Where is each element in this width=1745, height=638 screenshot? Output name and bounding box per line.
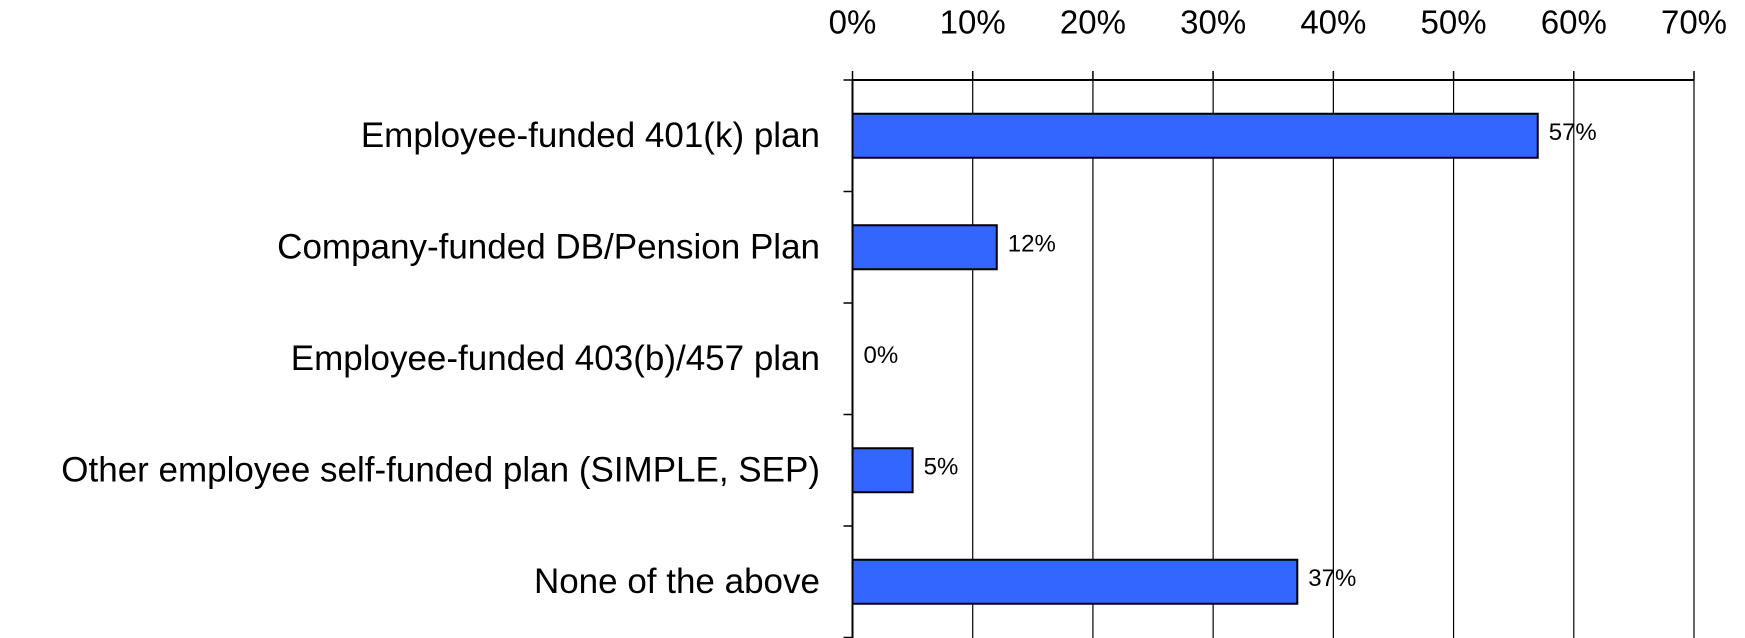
category-label: None of the above: [534, 562, 820, 601]
x-tick-label: 10%: [940, 4, 1006, 41]
bar: [851, 112, 1539, 159]
category-label: Employee-funded 401(k) plan: [361, 116, 820, 155]
value-label: 37%: [1308, 565, 1356, 592]
x-tick-label: 40%: [1300, 4, 1366, 41]
x-tick-label: 20%: [1060, 4, 1126, 41]
bar: [851, 558, 1299, 605]
x-tick-label: 50%: [1421, 4, 1487, 41]
category-label: Other employee self-funded plan (SIMPLE,…: [61, 451, 820, 490]
x-tick-label: 70%: [1661, 4, 1727, 41]
value-label: 5%: [924, 454, 959, 481]
category-label: Company-funded DB/Pension Plan: [277, 228, 820, 267]
value-label: 57%: [1549, 119, 1597, 146]
value-label: 12%: [1008, 231, 1056, 258]
x-tick-label: 0%: [829, 4, 877, 41]
category-label: Employee-funded 403(b)/457 plan: [291, 339, 820, 378]
x-tick-label: 30%: [1180, 4, 1246, 41]
bar: [851, 224, 998, 271]
bar: [851, 447, 914, 494]
x-tick-label: 60%: [1541, 4, 1607, 41]
value-label: 0%: [864, 342, 899, 369]
